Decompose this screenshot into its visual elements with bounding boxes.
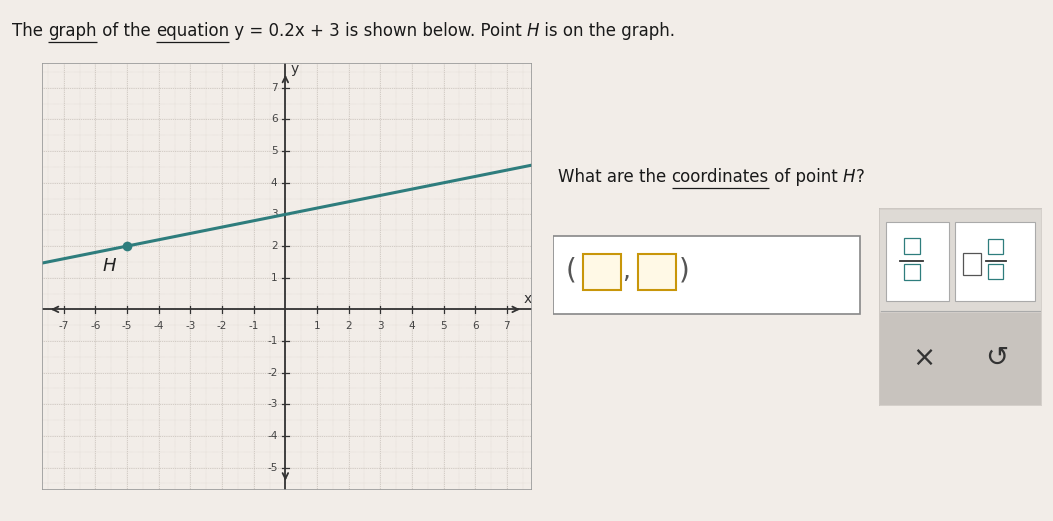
Text: equation: equation (156, 22, 229, 40)
Text: 2: 2 (271, 241, 277, 251)
Text: of the: of the (97, 22, 156, 40)
Text: -2: -2 (217, 321, 227, 331)
Text: -5: -5 (267, 463, 277, 473)
Text: H: H (103, 257, 117, 275)
Text: 3: 3 (271, 209, 277, 219)
FancyBboxPatch shape (962, 253, 981, 275)
FancyBboxPatch shape (903, 265, 920, 280)
Text: What are the: What are the (558, 168, 672, 186)
Text: H: H (842, 168, 855, 186)
Text: The: The (12, 22, 48, 40)
FancyBboxPatch shape (878, 207, 1044, 408)
Text: ?: ? (855, 168, 865, 186)
Text: x: x (523, 292, 532, 305)
Text: -6: -6 (91, 321, 101, 331)
Text: ): ) (679, 257, 690, 285)
Text: 6: 6 (271, 115, 277, 125)
Text: 5: 5 (271, 146, 277, 156)
FancyBboxPatch shape (886, 221, 949, 301)
Text: of point: of point (769, 168, 842, 186)
FancyBboxPatch shape (988, 240, 1004, 254)
Text: 1: 1 (314, 321, 320, 331)
Text: -2: -2 (267, 368, 277, 378)
FancyBboxPatch shape (955, 221, 1035, 301)
Text: graph: graph (48, 22, 97, 40)
FancyBboxPatch shape (988, 265, 1004, 279)
Text: 7: 7 (271, 83, 277, 93)
Text: -7: -7 (59, 321, 69, 331)
Text: ×: × (912, 343, 935, 371)
Text: -3: -3 (185, 321, 196, 331)
FancyBboxPatch shape (583, 254, 621, 291)
Text: -1: -1 (267, 336, 277, 346)
FancyBboxPatch shape (880, 313, 1041, 405)
Text: -5: -5 (122, 321, 133, 331)
Text: ↺: ↺ (986, 343, 1009, 371)
FancyBboxPatch shape (553, 235, 860, 314)
Text: coordinates: coordinates (672, 168, 769, 186)
Text: (: ( (565, 257, 576, 285)
Text: 5: 5 (440, 321, 446, 331)
Text: 4: 4 (409, 321, 415, 331)
FancyBboxPatch shape (880, 210, 1041, 312)
Text: 3: 3 (377, 321, 383, 331)
FancyBboxPatch shape (903, 238, 920, 254)
Text: -1: -1 (249, 321, 259, 331)
Text: ,: , (622, 259, 631, 283)
Text: 1: 1 (271, 272, 277, 283)
Text: is on the graph.: is on the graph. (539, 22, 675, 40)
Text: 6: 6 (472, 321, 478, 331)
Text: 4: 4 (271, 178, 277, 188)
Text: -4: -4 (154, 321, 164, 331)
Text: 7: 7 (503, 321, 511, 331)
Text: -4: -4 (267, 431, 277, 441)
FancyBboxPatch shape (638, 254, 676, 291)
Text: -3: -3 (267, 399, 277, 410)
Text: y: y (291, 62, 299, 76)
Text: 2: 2 (345, 321, 352, 331)
Text: y = 0.2x + 3 is shown below. Point: y = 0.2x + 3 is shown below. Point (229, 22, 526, 40)
Text: H: H (526, 22, 539, 40)
